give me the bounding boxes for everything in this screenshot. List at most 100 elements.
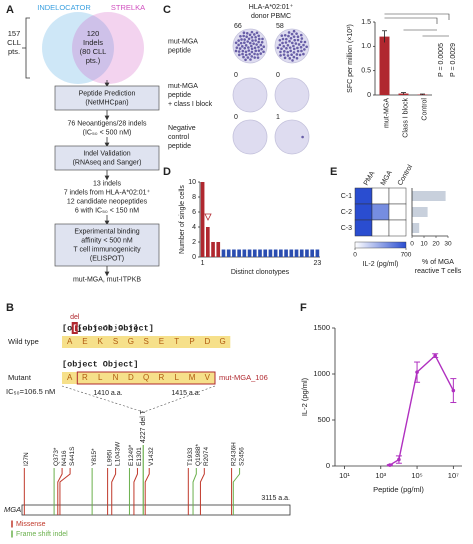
bar	[247, 249, 252, 257]
p-value: P = 0.0029	[450, 43, 457, 77]
spot	[287, 34, 290, 38]
mutation-label: L1043W	[114, 441, 121, 466]
panel-label: E	[330, 166, 337, 178]
spot	[282, 53, 286, 56]
panel-label: C	[163, 4, 171, 16]
spot	[255, 43, 258, 46]
mutation-label: L995I	[106, 450, 113, 466]
y-tick-label: 10	[188, 179, 196, 186]
spot	[250, 50, 254, 54]
heat-cell	[371, 219, 390, 237]
spot	[289, 37, 293, 40]
heat-cell	[354, 203, 373, 221]
spot	[249, 58, 252, 61]
spot	[278, 43, 282, 47]
bar	[284, 249, 288, 257]
aa-band	[62, 336, 231, 348]
spot	[299, 40, 303, 44]
row-label: C-2	[341, 209, 352, 216]
spot	[292, 44, 295, 48]
sequence: [object Object]	[72, 323, 149, 333]
mutation-label: S441S	[69, 446, 76, 466]
y-tick-label: 1.0	[361, 43, 371, 50]
mutation-tick	[133, 468, 138, 515]
x-tick-label: mut-MGA	[383, 98, 390, 128]
mutation-tick	[59, 468, 71, 515]
colorbar	[354, 241, 407, 249]
spot	[303, 48, 306, 51]
spot	[280, 34, 284, 37]
well	[274, 119, 310, 155]
spot	[283, 56, 287, 60]
step-box	[54, 85, 160, 111]
elispot-header: HLA-A*02:01⁺	[249, 4, 294, 11]
sequence: [object Object]	[62, 359, 139, 369]
spot	[254, 49, 258, 53]
venn-label: INDELOCATOR	[37, 3, 91, 12]
spot	[280, 47, 283, 51]
y-axis-label: SFC per million (×10³)	[347, 24, 354, 93]
spot	[241, 49, 245, 53]
spot	[245, 35, 248, 39]
spot	[262, 45, 266, 48]
spot	[242, 31, 246, 35]
mutation-tick	[232, 468, 241, 515]
spot	[292, 35, 296, 38]
bar	[299, 249, 304, 257]
spot	[248, 33, 252, 37]
heat-cell	[371, 187, 390, 205]
bar	[221, 249, 226, 257]
spot	[278, 38, 282, 42]
spot	[292, 29, 296, 33]
cohort-label: pts.	[8, 47, 20, 56]
row-label: Negative	[168, 125, 196, 132]
panel-label: F	[300, 302, 307, 314]
amino-acid: Q	[143, 373, 149, 382]
step-box	[54, 223, 160, 267]
spot	[284, 41, 288, 44]
spot	[282, 45, 286, 48]
spot	[250, 30, 254, 34]
deletion-label: 4227 del T	[140, 409, 147, 443]
point	[451, 388, 456, 393]
mutation-label: Q373*	[53, 447, 60, 466]
row-label: peptide	[168, 47, 191, 54]
bar	[211, 242, 215, 257]
spot	[238, 47, 242, 50]
panel-label: B	[6, 302, 14, 314]
step-text: (IC₅₀ < 500 nM)	[83, 129, 132, 136]
spot	[302, 52, 305, 56]
spot	[237, 39, 240, 42]
del-label: del	[70, 314, 80, 321]
spot	[276, 46, 280, 50]
spot	[242, 55, 245, 59]
elispot-header: donor PBMC	[251, 13, 291, 20]
spot-count: 1	[276, 114, 280, 121]
spot	[290, 53, 293, 56]
y-tick-label: 2	[192, 239, 196, 246]
y-tick-label: 0	[192, 254, 196, 261]
x-tick-label: 10³	[375, 471, 386, 480]
legend-label: Missense	[16, 521, 46, 528]
panel-label: A	[6, 4, 14, 16]
spot	[244, 58, 247, 62]
spot	[303, 40, 307, 44]
amino-acid: V	[205, 373, 211, 382]
spot	[253, 56, 256, 59]
spot-count: 0	[234, 114, 238, 121]
cohort-label: 157	[8, 29, 21, 38]
x-tick-label: 10⁷	[448, 471, 459, 480]
cohort-label: CLL	[7, 38, 21, 47]
y-tick-label: 4	[192, 224, 196, 231]
sequence: [object Object]	[62, 323, 139, 333]
bar	[216, 242, 221, 257]
spot	[283, 50, 286, 53]
spot	[247, 46, 250, 49]
spot	[240, 45, 244, 48]
mutation-label: R2436H	[230, 442, 237, 466]
spot	[290, 32, 294, 36]
spot	[292, 47, 296, 51]
spot	[259, 43, 263, 47]
amino-acid: G	[220, 337, 226, 346]
bar	[294, 249, 299, 257]
